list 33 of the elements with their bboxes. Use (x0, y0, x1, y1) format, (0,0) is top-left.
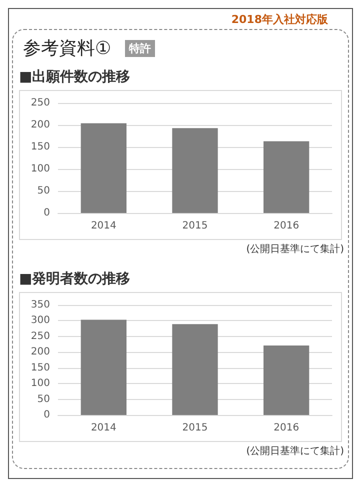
bar (80, 320, 126, 415)
x-tick-label: 2015 (182, 220, 208, 232)
x-tick-label: 2015 (182, 422, 208, 434)
text: 特許 (125, 40, 156, 56)
text: 参考資料① (23, 37, 112, 60)
x-tick-label: 2014 (90, 422, 116, 434)
y-tick-label: 100 (30, 378, 50, 390)
y-tick-label: 0 (44, 208, 50, 218)
bar (80, 123, 126, 213)
bar (264, 141, 310, 213)
y-tick-label: 350 (30, 300, 50, 310)
y-tick-label: 50 (37, 394, 50, 405)
y-tick-label: 200 (30, 346, 50, 358)
y-tick-label: 300 (30, 315, 50, 326)
y-tick-label: 150 (30, 362, 50, 374)
text: 2018年入社対応版 (231, 12, 328, 26)
text: (公開日基準にて集計) (245, 444, 344, 458)
y-tick-label: 150 (30, 142, 50, 152)
y-tick-label: 250 (30, 330, 50, 342)
text: (公開日基準にて集計) (245, 242, 344, 256)
x-tick-label: 2014 (90, 220, 116, 232)
y-tick-label: 250 (30, 98, 50, 108)
bar (172, 128, 218, 213)
x-tick-label: 2016 (274, 220, 300, 232)
chart-title: ■出願件数の推移 (19, 68, 132, 86)
bar (172, 324, 218, 415)
bar (264, 346, 310, 415)
y-tick-label: 50 (37, 186, 50, 196)
y-tick-label: 100 (30, 164, 50, 174)
y-tick-label: 0 (44, 410, 50, 420)
x-tick-label: 2016 (274, 422, 300, 434)
y-tick-label: 200 (30, 120, 50, 130)
chart-title: ■発明者数の推移 (19, 270, 132, 288)
